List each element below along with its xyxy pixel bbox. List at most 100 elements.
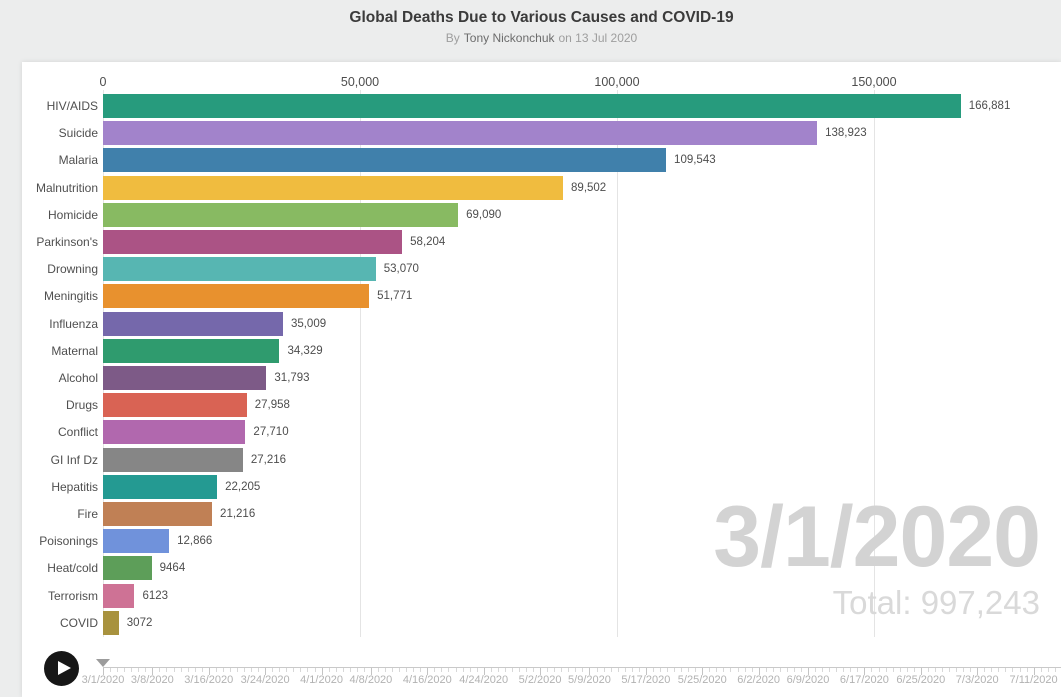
timeline-date-label: 5/17/2020 bbox=[621, 674, 671, 686]
timeline-minor-tick bbox=[906, 668, 908, 672]
gridline-150000 bbox=[874, 90, 875, 637]
timeline-minor-tick bbox=[229, 668, 231, 672]
timeline-minor-tick bbox=[1012, 668, 1014, 672]
category-label: Drowning bbox=[47, 262, 98, 277]
category-label: Malnutrition bbox=[35, 180, 98, 195]
timeline-minor-tick bbox=[744, 668, 746, 672]
timeline-major-tick bbox=[321, 668, 323, 675]
timeline-minor-tick bbox=[469, 668, 471, 672]
timeline-minor-tick bbox=[441, 668, 443, 672]
timeline-minor-tick bbox=[117, 668, 119, 672]
timeline-minor-tick bbox=[596, 668, 598, 672]
timeline-minor-tick bbox=[251, 668, 253, 672]
value-label: 138,923 bbox=[825, 127, 867, 140]
timeline-major-tick bbox=[208, 668, 210, 675]
timeline-minor-tick bbox=[356, 668, 358, 672]
category-label: Hepatitis bbox=[51, 479, 98, 494]
gridline-100000 bbox=[617, 90, 618, 637]
timeline-date-label: 6/9/2020 bbox=[786, 674, 830, 686]
timeline-date-label: 5/25/2020 bbox=[677, 674, 727, 686]
bar bbox=[103, 474, 218, 499]
timeline-minor-tick bbox=[314, 668, 316, 672]
timeline-minor-tick bbox=[236, 668, 238, 672]
timeline-minor-tick bbox=[201, 668, 203, 672]
bar bbox=[103, 257, 376, 282]
byline: By Tony Nickonchuk on 13 Jul 2020 bbox=[22, 31, 1061, 45]
timeline-major-tick bbox=[540, 668, 542, 675]
category-label: Meningitis bbox=[43, 289, 98, 304]
timeline-minor-tick bbox=[455, 668, 457, 672]
timeline-minor-tick bbox=[991, 668, 993, 672]
category-label: Conflict bbox=[57, 425, 98, 440]
timeline-minor-tick bbox=[709, 668, 711, 672]
timeline-minor-tick bbox=[681, 668, 683, 672]
category-label: Alcohol bbox=[58, 371, 98, 385]
timeline-minor-tick bbox=[490, 668, 492, 672]
bar bbox=[103, 420, 246, 445]
play-button[interactable] bbox=[44, 651, 79, 686]
timeline-minor-tick bbox=[307, 668, 309, 672]
total-label: Total: 997,243 bbox=[832, 584, 1040, 621]
timeline-minor-tick bbox=[878, 668, 880, 672]
page-title: Global Deaths Due to Various Causes and … bbox=[349, 9, 734, 26]
current-date-label: 3/1/2020 bbox=[713, 489, 1041, 585]
timeline-minor-tick bbox=[568, 668, 570, 672]
timeline-major-tick bbox=[920, 668, 922, 675]
timeline-minor-tick bbox=[413, 668, 415, 672]
bar bbox=[103, 366, 267, 390]
timeline-minor-tick bbox=[244, 668, 245, 672]
timeline-minor-tick bbox=[497, 668, 499, 672]
timeline-minor-tick bbox=[328, 668, 330, 672]
timeline-minor-tick bbox=[659, 668, 661, 672]
timeline-minor-tick bbox=[927, 668, 929, 672]
timeline-minor-tick bbox=[793, 668, 795, 672]
bar bbox=[103, 502, 213, 526]
category-label: Poisonings bbox=[39, 534, 98, 549]
category-label: Malaria bbox=[58, 153, 98, 168]
bar bbox=[103, 311, 283, 336]
byline-date: on 13 Jul 2020 bbox=[558, 31, 638, 45]
timeline-minor-tick bbox=[1019, 668, 1021, 672]
value-label: 166,881 bbox=[968, 100, 1011, 112]
timeline-minor-tick bbox=[1026, 668, 1028, 672]
timeline-minor-tick bbox=[885, 668, 887, 672]
value-label: 6123 bbox=[142, 589, 169, 602]
timeline-minor-tick bbox=[138, 668, 140, 672]
timeline-minor-tick bbox=[913, 668, 915, 672]
category-label: Fire bbox=[77, 507, 98, 521]
timeline-date-label: 3/1/2020 bbox=[81, 674, 125, 686]
category-label: GI Inf Dz bbox=[50, 452, 98, 467]
value-label: 35,009 bbox=[290, 317, 327, 330]
timeline-handle[interactable] bbox=[96, 659, 110, 667]
bar bbox=[103, 121, 818, 146]
timeline-major-tick bbox=[1033, 668, 1035, 675]
x-axis-tick-label: 0 bbox=[99, 75, 107, 89]
timeline-minor-tick bbox=[363, 668, 365, 672]
timeline-minor-tick bbox=[187, 668, 189, 672]
timeline-minor-tick bbox=[300, 668, 302, 672]
timeline-date-label: 3/24/2020 bbox=[240, 674, 290, 686]
timeline-minor-tick bbox=[335, 668, 337, 672]
timeline-major-tick bbox=[427, 668, 429, 675]
timeline-minor-tick bbox=[772, 668, 774, 672]
category-label: Maternal bbox=[51, 343, 98, 358]
byline-author[interactable]: Tony Nickonchuk bbox=[463, 31, 555, 45]
timeline-slider[interactable]: 3/1/2020 3/8/2020 3/16/2020 3/24/2020 4/1/20… bbox=[82, 659, 1061, 697]
timeline-date-label: 6/17/2020 bbox=[839, 674, 889, 686]
timeline-minor-tick bbox=[159, 668, 161, 672]
category-label: HIV/AIDS bbox=[46, 99, 98, 113]
timeline-minor-tick bbox=[836, 668, 838, 672]
bar bbox=[103, 338, 280, 363]
x-axis-tick-label: 150,000 bbox=[851, 75, 897, 89]
timeline-minor-tick bbox=[575, 668, 577, 672]
timeline-major-tick bbox=[758, 668, 760, 675]
timeline-date-label: 6/2/2020 bbox=[737, 674, 781, 686]
timeline-minor-tick bbox=[617, 668, 619, 672]
timeline-minor-tick bbox=[215, 668, 217, 672]
timeline-date-label: 5/9/2020 bbox=[568, 674, 611, 686]
timeline-date-label: 7/3/2020 bbox=[955, 674, 999, 686]
value-label: 12,866 bbox=[177, 535, 213, 548]
timeline-major-tick bbox=[808, 668, 809, 675]
byline-prefix: By bbox=[445, 31, 460, 45]
timeline-major-tick bbox=[864, 668, 866, 675]
